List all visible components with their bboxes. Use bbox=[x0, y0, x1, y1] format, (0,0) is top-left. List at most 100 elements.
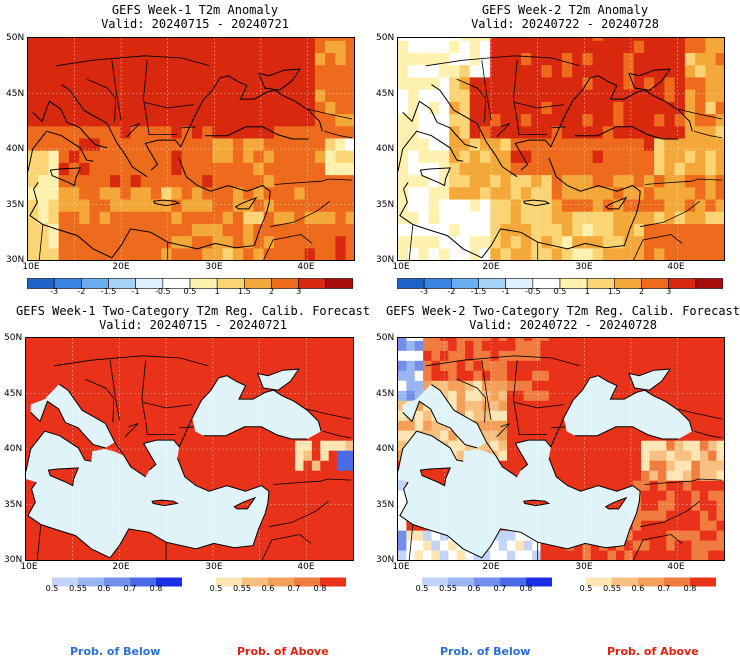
lat-label: 50N bbox=[6, 33, 25, 43]
colorbar-swatch bbox=[690, 577, 716, 587]
coastline bbox=[59, 384, 146, 478]
coastline bbox=[402, 400, 478, 449]
coastline bbox=[28, 130, 94, 172]
lon-label: 40E bbox=[297, 262, 315, 272]
colorbar-swatch bbox=[156, 577, 182, 587]
island-outline bbox=[151, 499, 179, 507]
panel-valid: Valid: 20240722 - 20240728 bbox=[471, 17, 659, 31]
colorbar-tick-label: 3 bbox=[296, 287, 302, 296]
colorbar-tick-label: 0.6 bbox=[467, 584, 481, 593]
country-border bbox=[273, 478, 352, 485]
colorbar-tick-label: -3 bbox=[420, 287, 429, 296]
colorbar-tick-label: 1 bbox=[584, 287, 590, 296]
country-border bbox=[677, 408, 723, 420]
lon-label: 20E bbox=[482, 562, 500, 572]
colorbar-tick-label: 0.55 bbox=[603, 584, 621, 593]
coastline bbox=[61, 84, 148, 178]
panel-valid: Valid: 20240715 - 20240721 bbox=[99, 318, 287, 332]
colorbar-swatch bbox=[664, 577, 690, 587]
lat-label: 45N bbox=[376, 89, 395, 99]
above-colorbar: 0.5 0.55 0.6 0.7 0.8 bbox=[210, 572, 346, 594]
coastline bbox=[575, 126, 679, 140]
lon-label: 10E bbox=[392, 562, 410, 572]
colorbar-tick-label: -1.5 bbox=[100, 287, 117, 296]
coastline bbox=[144, 75, 323, 171]
country-border bbox=[109, 360, 120, 421]
country-border bbox=[408, 224, 414, 260]
lat-label: 35N bbox=[6, 200, 25, 210]
anomaly-colorbar: -3 -2 -1.5 -1 -0.5 0.5 1 1.5 2 3 bbox=[396, 274, 724, 298]
colorbar-swatch bbox=[242, 577, 268, 587]
country-border bbox=[640, 500, 701, 528]
colorbar-swatch bbox=[526, 577, 552, 587]
lat-label: 45N bbox=[376, 389, 395, 399]
island bbox=[48, 467, 79, 486]
island-outline bbox=[522, 199, 551, 207]
lat-label: 50N bbox=[4, 333, 23, 343]
colorbar-swatch bbox=[612, 577, 638, 587]
lon-label: 30E bbox=[575, 262, 593, 272]
lon-label: 30E bbox=[205, 562, 223, 572]
country-border bbox=[268, 500, 329, 528]
colorbar-tick-label: 1.5 bbox=[237, 287, 251, 296]
country-border bbox=[514, 102, 564, 109]
country-border bbox=[550, 126, 566, 129]
map-week2-anomaly bbox=[397, 37, 725, 261]
country-border bbox=[36, 524, 42, 560]
country-border bbox=[55, 55, 210, 67]
footer-prob-below: Prob. of Below bbox=[70, 645, 161, 658]
country-border bbox=[408, 524, 414, 560]
lat-label: 45N bbox=[4, 389, 23, 399]
colorbar-tick-label: 1 bbox=[214, 287, 220, 296]
map-week1-anomaly bbox=[27, 37, 355, 261]
colorbar-tick-label: 0.55 bbox=[233, 584, 251, 593]
lat-label: 50N bbox=[376, 33, 395, 43]
panel-title: GEFS Week-1 T2m Anomaly bbox=[111, 3, 279, 17]
colorbar-tick-label: 0.8 bbox=[149, 584, 163, 593]
country-border bbox=[86, 78, 117, 123]
island-outline bbox=[234, 196, 258, 210]
coastline bbox=[258, 68, 301, 91]
coastline bbox=[205, 126, 309, 140]
island-outline bbox=[152, 199, 181, 207]
country-border bbox=[633, 234, 683, 260]
colorbar-tick-label: 0.8 bbox=[519, 584, 533, 593]
colorbar-swatch bbox=[78, 577, 104, 587]
colorbar-tick-label: 0.5 bbox=[553, 287, 567, 296]
country-border bbox=[126, 123, 141, 138]
colorbar-tick-label: -1.5 bbox=[470, 287, 487, 296]
anomaly-field bbox=[398, 38, 724, 260]
country-border bbox=[481, 360, 492, 421]
island-outline bbox=[604, 196, 628, 210]
country-border bbox=[322, 430, 352, 439]
colorbar-tick-label: 2 bbox=[638, 287, 645, 296]
below-colorbar: 0.5 0.55 0.6 0.7 0.8 bbox=[416, 572, 552, 594]
country-border bbox=[144, 102, 194, 109]
colorbar-swatch bbox=[325, 278, 354, 289]
country-border bbox=[124, 423, 139, 438]
colorbar-tick-label: 0.7 bbox=[123, 584, 137, 593]
panel-week1-anomaly: GEFS Week-1 T2m Anomaly Valid: 20240715 … bbox=[0, 0, 370, 310]
colorbar-swatch bbox=[638, 577, 664, 587]
country-border bbox=[456, 78, 487, 123]
coastline bbox=[514, 75, 693, 171]
country-border bbox=[496, 123, 511, 138]
below-colorbar: 0.5 0.55 0.6 0.7 0.8 bbox=[46, 572, 182, 594]
colorbar-swatch bbox=[695, 278, 724, 289]
lat-label: 40N bbox=[376, 144, 395, 154]
country-border bbox=[513, 360, 547, 435]
sea-mask bbox=[192, 375, 322, 439]
colorbar-tick-label: 2 bbox=[268, 287, 275, 296]
country-border bbox=[513, 60, 547, 135]
country-border bbox=[141, 360, 176, 435]
coastline bbox=[431, 384, 518, 478]
coastline bbox=[628, 68, 671, 91]
country-border bbox=[307, 108, 353, 120]
island-outline bbox=[47, 467, 80, 487]
island-outline bbox=[233, 496, 257, 510]
panel-valid: Valid: 20240722 - 20240728 bbox=[469, 318, 657, 332]
colorbar-swatch bbox=[448, 577, 474, 587]
lon-label: 20E bbox=[112, 262, 130, 272]
island bbox=[234, 497, 255, 509]
colorbar-tick-label: 0.7 bbox=[287, 584, 301, 593]
